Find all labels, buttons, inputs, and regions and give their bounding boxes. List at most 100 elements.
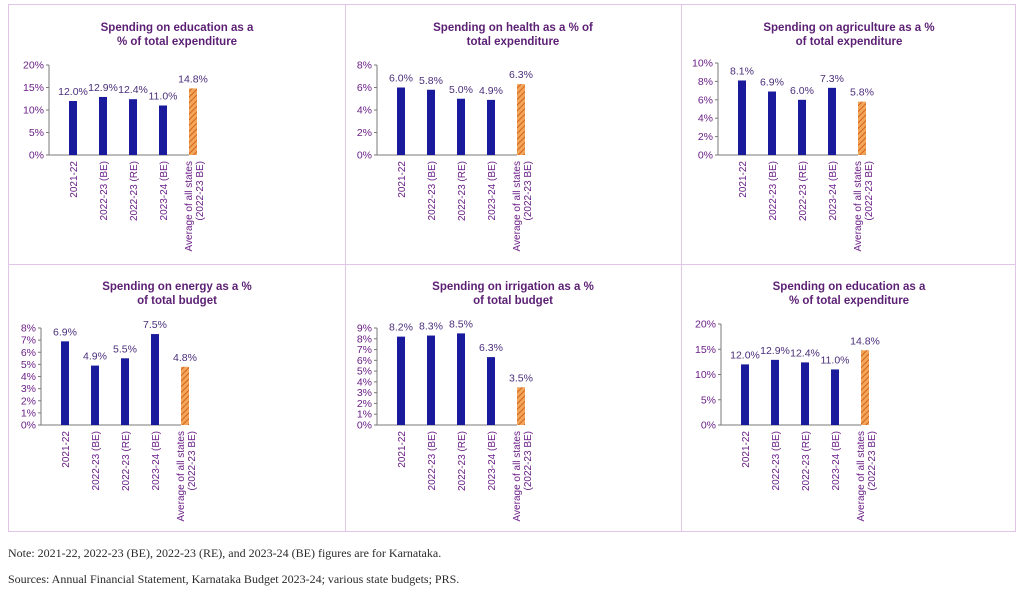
chart-title-line-1: Spending on education as a — [100, 22, 254, 34]
x-tick-label-text: 2022-23 (BE) — [427, 431, 438, 490]
data-label: 4.9% — [83, 351, 107, 363]
x-tick-label: 2021-22 — [397, 161, 408, 198]
data-bar — [427, 335, 435, 425]
x-tick-label-line: Average of all states — [856, 431, 867, 521]
x-tick-label-line: (2022-23 BE) — [867, 431, 878, 490]
chart-health-expenditure: Spending on health as a % of total expen… — [345, 5, 681, 269]
data-label: 5.8% — [850, 87, 874, 99]
y-tick-label: 3% — [21, 383, 36, 395]
y-tick-label: 15% — [23, 82, 44, 94]
x-tick-label-line: (2022-23 BE) — [523, 161, 534, 220]
data-label: 12.0% — [730, 349, 760, 361]
grid-divider — [681, 5, 682, 531]
x-tick-label: 2022-23 (BE) — [91, 431, 102, 490]
x-tick-label: 2022-23 (BE) — [427, 161, 438, 220]
grid-divider — [9, 264, 1015, 265]
y-tick-label: 6% — [357, 355, 372, 367]
x-tick-label: 2021-22 — [397, 431, 408, 468]
x-tick-label: 2023-24 (BE) — [151, 431, 162, 490]
x-tick-label-text: 2023-24 (BE) — [831, 431, 842, 490]
x-tick-label-text: 2021-22 — [741, 431, 752, 468]
chart-plot: 0% 2% 4% 6% 8% 6.0% 2021-22 5.8% 2022-23 (BE) 5.0… — [357, 60, 534, 252]
data-label: 6.9% — [760, 77, 784, 89]
x-tick-label-text: 2021-22 — [738, 161, 749, 198]
x-tick-label-text: 2022-23 (RE) — [801, 431, 812, 491]
data-bar — [397, 336, 405, 425]
x-tick-label-text: 2022-23 (BE) — [768, 161, 779, 220]
data-bar — [99, 96, 107, 155]
y-tick-label: 7% — [357, 344, 372, 356]
x-tick-label-text: 2021-22 — [61, 431, 72, 468]
y-tick-label: 0% — [29, 150, 44, 162]
x-tick-label: 2022-23 (RE) — [457, 431, 468, 491]
x-tick-label: Average of all states (2022-23 BE) — [184, 161, 206, 251]
data-label: 5.8% — [419, 75, 443, 87]
x-tick-label-text: 2021-22 — [397, 161, 408, 198]
data-bar — [771, 359, 779, 425]
footer-note: Note: 2021-22, 2022-23 (BE), 2022-23 (RE… — [8, 546, 442, 560]
y-tick-label: 6% — [357, 82, 372, 94]
x-tick-label-text: 2022-23 (RE) — [121, 431, 132, 491]
x-tick-label: 2022-23 (RE) — [457, 161, 468, 221]
chart-plot: 0%1%2%3%4%5%6%7%8% 6.9% 2021-22 4.9% 2022-23… — [21, 319, 198, 521]
x-tick-label-text: 2023-24 (BE) — [828, 161, 839, 220]
data-bar — [487, 357, 495, 425]
y-tick-label: 2% — [698, 131, 713, 143]
data-bar — [487, 99, 495, 155]
data-label: 12.0% — [58, 86, 88, 98]
chart-title-line-1: Spending on agriculture as a % — [763, 22, 935, 34]
chart-title-line-1: Spending on energy as a % — [102, 281, 252, 293]
chart-title: Spending on health as a % of total expen… — [345, 21, 681, 49]
y-tick-label: 10% — [695, 369, 716, 381]
y-tick-label: 8% — [698, 76, 713, 88]
data-bar — [457, 98, 465, 155]
x-tick-label: 2023-24 (BE) — [828, 161, 839, 220]
data-label: 7.5% — [143, 319, 167, 331]
chart-plot: 0% 5% 10% 15% 20% 12.0% 2021-22 12.9% 2022-23 (B… — [23, 60, 208, 252]
data-bar — [91, 365, 99, 425]
x-tick-label-text: 2022-23 (RE) — [457, 431, 468, 491]
x-tick-label-text: 2022-23 (BE) — [771, 431, 782, 490]
average-bar — [517, 84, 525, 155]
data-label: 3.5% — [509, 372, 533, 384]
chart-title-line-2: of total budget — [473, 295, 553, 307]
y-tick-label: 2% — [357, 398, 372, 410]
y-tick-label: 3% — [357, 387, 372, 399]
chart-education-expenditure-top: Spending on education as a % of total ex… — [9, 5, 345, 269]
average-bar — [861, 350, 869, 425]
x-tick-label-text: 2023-24 (BE) — [487, 161, 498, 220]
chart-title-line-2: of total expenditure — [795, 36, 903, 48]
data-label: 8.3% — [419, 321, 443, 333]
data-label: 8.2% — [389, 322, 413, 334]
chart-plot: 0% 5% 10% 15% 20% 12.0% 2021-22 12.9% 2022-23 (B… — [695, 319, 880, 522]
chart-energy-budget: Spending on energy as a % of total budge… — [9, 264, 345, 528]
x-tick-label: 2023-24 (BE) — [487, 431, 498, 490]
x-tick-label: Average of all states (2022-23 BE) — [512, 161, 534, 251]
x-tick-label: 2021-22 — [741, 431, 752, 468]
y-tick-label: 5% — [29, 127, 44, 139]
x-tick-label-line: (2022-23 BE) — [195, 161, 206, 220]
data-bar — [61, 341, 69, 425]
y-tick-label: 1% — [357, 409, 372, 421]
data-bar — [801, 362, 809, 425]
data-bar — [69, 101, 77, 155]
y-tick-label: 10% — [692, 58, 713, 70]
x-tick-label-line: (2022-23 BE) — [864, 161, 875, 220]
y-tick-label: 4% — [698, 113, 713, 125]
average-bar — [517, 387, 525, 425]
y-tick-label: 0% — [701, 420, 716, 432]
chart-title: Spending on irrigation as a % of total b… — [345, 280, 681, 308]
x-tick-label-text: 2023-24 (BE) — [159, 161, 170, 220]
x-tick-label-text: 2022-23 (BE) — [427, 161, 438, 220]
data-bar — [427, 89, 435, 155]
y-tick-label: 20% — [695, 319, 716, 331]
data-bar — [738, 80, 746, 155]
data-label: 12.4% — [118, 84, 148, 96]
x-tick-label-line: (2022-23 BE) — [523, 431, 534, 490]
y-tick-label: 2% — [357, 127, 372, 139]
y-tick-label: 9% — [357, 323, 372, 335]
x-tick-label: 2022-23 (RE) — [798, 161, 809, 221]
data-label: 14.8% — [178, 73, 208, 85]
chart-title-line-2: total expenditure — [466, 36, 560, 48]
x-tick-label: 2021-22 — [738, 161, 749, 198]
